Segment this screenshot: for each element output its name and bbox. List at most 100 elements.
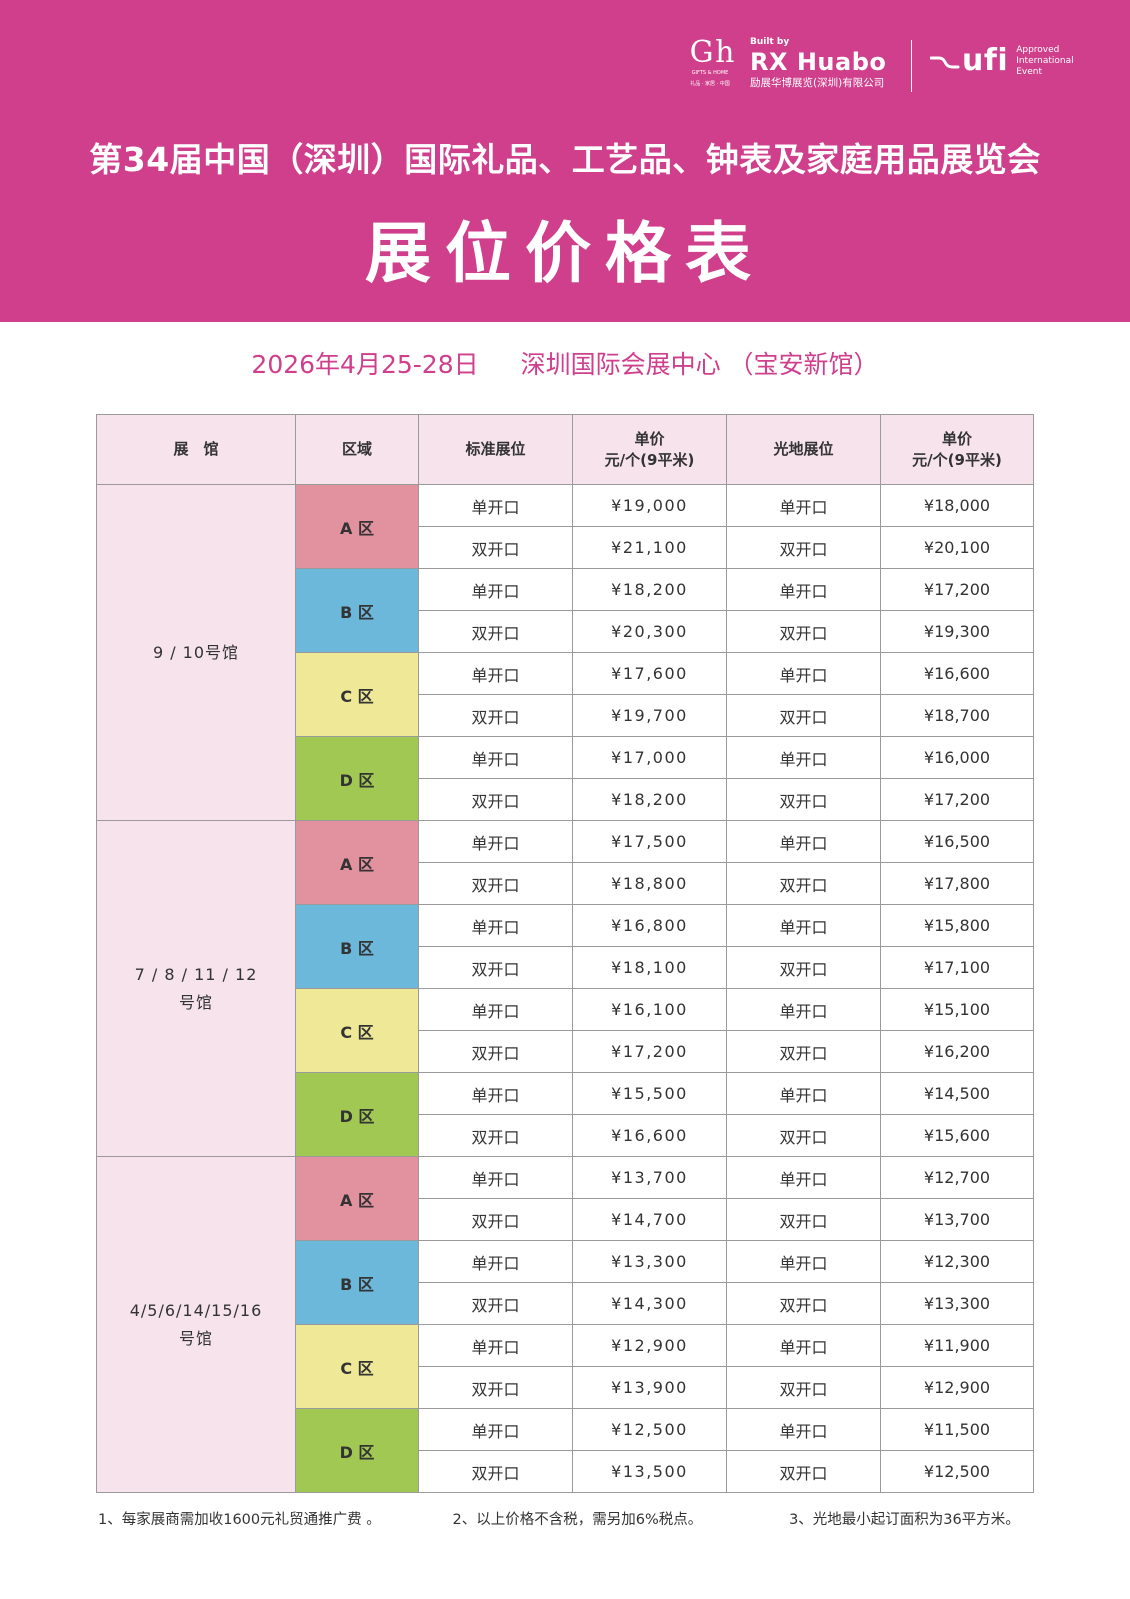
exhibition-title: 第34届中国（深圳）国际礼品、工艺品、钟表及家庭用品展览会 (89, 140, 1041, 179)
gh-logo-subtext: 礼品 · 家居 · 中国 (690, 81, 730, 87)
hall-name-line: 号馆 (178, 992, 213, 1012)
raw-space-type-cell: 双开口 (726, 1114, 881, 1157)
raw-space-type-cell: 单开口 (726, 736, 881, 779)
table-row: 9 / 10号馆 A 区单开口 ¥19,000 单开口 ¥18,000 (96, 484, 1034, 821)
table-row: D 区单开口 ¥17,000 单开口 ¥16,000 (97, 736, 1034, 821)
zone-cell: A 区 (295, 1156, 419, 1241)
table-row: B 区单开口 ¥16,800 单开口 ¥15,800 (97, 904, 1034, 989)
hall-name-cell: 9 / 10号馆 (96, 484, 296, 821)
hall-name-cell: 7 / 8 / 11 / 12 号馆 (96, 820, 296, 1157)
ufi-approved-line: Event (1016, 66, 1042, 77)
raw-space-price-cell: ¥11,900 (880, 1324, 1034, 1367)
gifts-home-logo: G h GIFTS & HOME 礼品 · 家居 · 中国 (688, 35, 735, 96)
standard-booth-price-cell: ¥17,600 (572, 652, 727, 695)
raw-space-price-cell: ¥12,700 (880, 1156, 1034, 1199)
standard-booth-type-cell: 单开口 (418, 820, 573, 863)
standard-booth-price-cell: ¥12,900 (572, 1324, 727, 1367)
raw-space-type-cell: 单开口 (726, 652, 881, 695)
header-zone: 区域 (295, 414, 419, 485)
booth-price-table: 展 馆 区域 标准展位 单价 元/个(9平米) 光地展位 单价 元/个(9平米)… (96, 414, 1034, 1493)
standard-booth-type-cell: 双开口 (418, 1030, 573, 1073)
raw-space-price-cell: ¥15,100 (880, 988, 1034, 1031)
gh-logo-mark: G h (689, 35, 735, 70)
table-row: 双开口 ¥20,300 双开口 ¥19,300 (97, 610, 1034, 653)
ufi-approved-text: Approved International Event (1016, 45, 1076, 78)
zone-cell: C 区 (295, 652, 419, 737)
standard-booth-type-cell: 单开口 (418, 988, 573, 1031)
event-venue: 深圳国际会展中心 （宝安新馆） (520, 350, 879, 379)
raw-space-type-cell: 双开口 (726, 694, 881, 737)
raw-space-price-cell: ¥12,900 (880, 1366, 1034, 1409)
raw-space-type-cell: 单开口 (726, 568, 881, 611)
raw-space-price-cell: ¥14,500 (880, 1072, 1034, 1115)
header-banner: G h GIFTS & HOME 礼品 · 家居 · 中国 Built by R… (0, 0, 1130, 322)
hall-name-line: 7 / 8 / 11 / 12 (134, 964, 258, 984)
raw-space-price-cell: ¥18,700 (880, 694, 1034, 737)
raw-space-price-cell: ¥16,200 (880, 1030, 1034, 1073)
standard-booth-price-cell: ¥18,100 (572, 946, 727, 989)
raw-space-type-cell: 双开口 (726, 1450, 881, 1493)
standard-booth-type-cell: 单开口 (418, 1072, 573, 1115)
table-row: 4/5/6/14/15/16 号馆 A 区单开口 ¥13,700 单开口 ¥12,700 (96, 1156, 1034, 1493)
table-row: 双开口 ¥13,900 双开口 ¥12,900 (97, 1366, 1034, 1409)
header-price-unit: 元/个(9平米) (912, 450, 1002, 469)
standard-booth-price-cell: ¥16,800 (572, 904, 727, 947)
table-row: B 区单开口 ¥18,200 单开口 ¥17,200 (97, 568, 1034, 653)
standard-booth-price-cell: ¥13,700 (572, 1156, 727, 1199)
table-row: 双开口 ¥17,200 双开口 ¥16,200 (97, 1030, 1034, 1073)
footnote: 3、光地最小起订面积为36平方米。 (789, 1512, 1020, 1528)
footnotes: 1、每家展商需加收1600元礼贸通推广费 。 2、以上价格不含税，需另加6%税点… (98, 1510, 1048, 1530)
table-row: 双开口 ¥14,300 双开口 ¥13,300 (97, 1282, 1034, 1325)
table-row: 双开口 ¥18,100 双开口 ¥17,100 (97, 946, 1034, 989)
standard-booth-price-cell: ¥18,200 (572, 568, 727, 611)
standard-booth-type-cell: 双开口 (418, 1450, 573, 1493)
raw-space-price-cell: ¥17,800 (880, 862, 1034, 905)
hall-name-line: 号馆 (178, 1328, 213, 1348)
raw-space-type-cell: 双开口 (726, 778, 881, 821)
event-date: 2026年4月25-28日 (251, 350, 479, 379)
raw-space-type-cell: 单开口 (726, 820, 881, 863)
ufi-logo: ufi Approved International Event (930, 44, 1076, 78)
table-row: 双开口 ¥21,100 双开口 ¥20,100 (97, 526, 1034, 569)
standard-booth-price-cell: ¥14,700 (572, 1198, 727, 1241)
raw-space-type-cell: 双开口 (726, 862, 881, 905)
table-row: 双开口 ¥19,700 双开口 ¥18,700 (97, 694, 1034, 737)
raw-space-price-cell: ¥12,500 (880, 1450, 1034, 1493)
standard-booth-price-cell: ¥13,500 (572, 1450, 727, 1493)
table-row: 双开口 ¥13,500 双开口 ¥12,500 (97, 1450, 1034, 1493)
ufi-approved-line: Approved (1016, 44, 1060, 55)
raw-space-type-cell: 双开口 (726, 1030, 881, 1073)
raw-space-type-cell: 单开口 (726, 1324, 881, 1367)
header-price-label: 单价 (941, 429, 972, 448)
raw-space-price-cell: ¥18,000 (880, 484, 1034, 527)
table-row: 7 / 8 / 11 / 12 号馆 A 区单开口 ¥17,500 单开口 ¥16,500 (96, 820, 1034, 1157)
raw-space-type-cell: 双开口 (726, 1198, 881, 1241)
standard-booth-type-cell: 双开口 (418, 694, 573, 737)
raw-space-price-cell: ¥12,300 (880, 1240, 1034, 1283)
rx-huabo-brand: RX Huabo (750, 48, 887, 76)
zone-cell: B 区 (295, 1240, 419, 1325)
standard-booth-price-cell: ¥17,200 (572, 1030, 727, 1073)
standard-booth-type-cell: 单开口 (418, 1324, 573, 1367)
standard-booth-price-cell: ¥17,000 (572, 736, 727, 779)
zone-cell: B 区 (295, 904, 419, 989)
raw-space-price-cell: ¥20,100 (880, 526, 1034, 569)
table-body: 9 / 10号馆 A 区单开口 ¥19,000 单开口 ¥18,000 双开口 ¥21,10… (96, 484, 1034, 1493)
ufi-wave-icon (930, 56, 960, 69)
standard-booth-price-cell: ¥18,200 (572, 778, 727, 821)
standard-booth-price-cell: ¥19,000 (572, 484, 727, 527)
gh-logo-text: GIFTS & HOME (691, 70, 729, 76)
zone-cell: B 区 (295, 568, 419, 653)
raw-space-price-cell: ¥13,300 (880, 1282, 1034, 1325)
header-standard-booth: 标准展位 (418, 414, 573, 485)
standard-booth-type-cell: 单开口 (418, 1240, 573, 1283)
zone-cell: D 区 (295, 736, 419, 821)
table-header-row: 展 馆 区域 标准展位 单价 元/个(9平米) 光地展位 单价 元/个(9平米) (96, 414, 1034, 485)
standard-booth-type-cell: 双开口 (418, 946, 573, 989)
zone-cell: A 区 (295, 820, 419, 905)
zone-cell: D 区 (295, 1408, 419, 1493)
standard-booth-type-cell: 单开口 (418, 484, 573, 527)
standard-booth-type-cell: 双开口 (418, 1198, 573, 1241)
standard-booth-price-cell: ¥17,500 (572, 820, 727, 863)
header-raw-price: 单价 元/个(9平米) (880, 414, 1034, 485)
